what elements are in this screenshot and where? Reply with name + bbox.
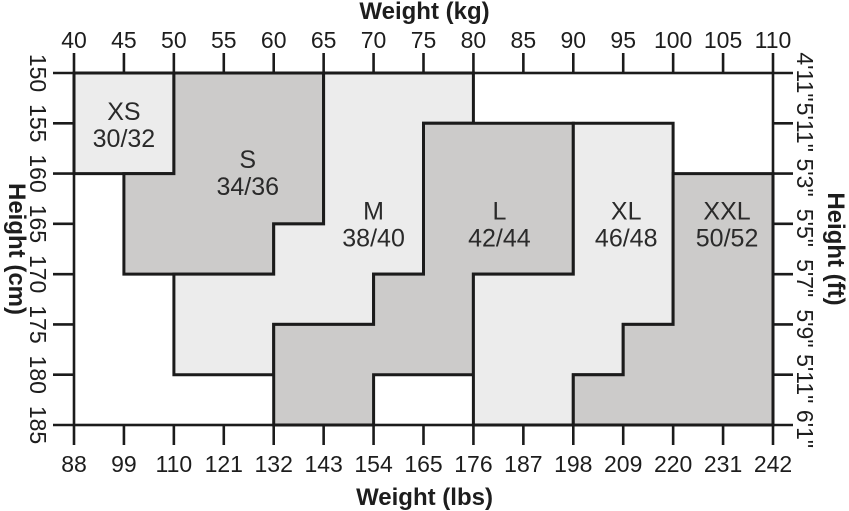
right-tick-label: 6'1" bbox=[792, 410, 818, 448]
right-tick-label: 5'7" bbox=[792, 259, 818, 297]
left-tick-label: 150 bbox=[25, 54, 51, 92]
top-tick-label: 70 bbox=[361, 27, 387, 53]
bottom-tick-label: 165 bbox=[404, 451, 442, 477]
bottom-axis-title: Weight (lbs) bbox=[356, 484, 493, 511]
region-size-numbers-xl: 46/48 bbox=[595, 224, 658, 252]
top-tick-label: 65 bbox=[311, 27, 337, 53]
bottom-tick-label: 154 bbox=[354, 451, 393, 477]
top-tick-label: 60 bbox=[261, 27, 287, 53]
right-tick-label: 5'9" bbox=[792, 309, 818, 347]
left-tick-label: 185 bbox=[25, 406, 51, 444]
bottom-tick-label: 132 bbox=[255, 451, 293, 477]
top-tick-label: 105 bbox=[704, 27, 742, 53]
bottom-tick-label: 88 bbox=[61, 451, 87, 477]
region-size-label-l: L bbox=[492, 197, 506, 225]
bottom-tick-label: 176 bbox=[454, 451, 492, 477]
bottom-tick-label: 231 bbox=[704, 451, 742, 477]
region-size-label-xs: XS bbox=[107, 98, 140, 126]
region-size-label-m: M bbox=[363, 197, 384, 225]
bottom-tick-label: 99 bbox=[111, 451, 137, 477]
top-tick-label: 95 bbox=[610, 27, 636, 53]
left-tick-label: 165 bbox=[25, 205, 51, 243]
region-size-label-xl: XL bbox=[611, 197, 642, 225]
top-tick-label: 100 bbox=[654, 27, 692, 53]
bottom-tick-label: 220 bbox=[654, 451, 692, 477]
left-axis-title: Height (cm) bbox=[3, 183, 30, 315]
right-tick-label: 5'5" bbox=[792, 209, 818, 247]
region-size-numbers-m: 38/40 bbox=[342, 224, 405, 252]
top-axis-title: Weight (kg) bbox=[359, 0, 490, 25]
left-tick-label: 180 bbox=[25, 356, 51, 394]
right-tick-label: 5'11" bbox=[792, 103, 818, 152]
region-size-numbers-xs: 30/32 bbox=[93, 125, 156, 153]
top-tick-label: 45 bbox=[111, 27, 137, 53]
left-tick-label: 175 bbox=[25, 305, 51, 343]
bottom-tick-label: 110 bbox=[156, 451, 193, 477]
bottom-tick-label: 209 bbox=[604, 451, 642, 477]
top-tick-label: 75 bbox=[411, 27, 437, 53]
region-size-numbers-xxl: 50/52 bbox=[696, 224, 759, 252]
region-size-numbers-l: 42/44 bbox=[468, 224, 531, 252]
top-tick-label: 85 bbox=[511, 27, 537, 53]
bottom-tick-label: 187 bbox=[504, 451, 542, 477]
top-tick-label: 40 bbox=[61, 27, 87, 53]
bottom-tick-label: 198 bbox=[554, 451, 592, 477]
region-size-numbers-s: 34/36 bbox=[216, 173, 279, 201]
bottom-tick-label: 121 bbox=[205, 451, 243, 477]
top-tick-label: 90 bbox=[560, 27, 586, 53]
top-tick-label: 110 bbox=[755, 27, 792, 53]
right-axis-title: Height (ft) bbox=[822, 192, 849, 306]
region-size-label-xxl: XXL bbox=[703, 197, 750, 225]
top-tick-label: 55 bbox=[211, 27, 237, 53]
bottom-tick-label: 242 bbox=[754, 451, 792, 477]
right-tick-label: 5'11" bbox=[792, 354, 818, 403]
top-tick-label: 50 bbox=[161, 27, 187, 53]
bottom-tick-label: 143 bbox=[304, 451, 342, 477]
right-tick-label: 5'3" bbox=[792, 159, 818, 197]
top-tick-label: 80 bbox=[461, 27, 487, 53]
left-tick-label: 160 bbox=[25, 154, 51, 192]
left-tick-label: 155 bbox=[25, 104, 51, 142]
left-tick-label: 170 bbox=[25, 255, 51, 293]
right-tick-label: 4'11" bbox=[792, 52, 818, 101]
region-size-label-s: S bbox=[239, 146, 256, 174]
